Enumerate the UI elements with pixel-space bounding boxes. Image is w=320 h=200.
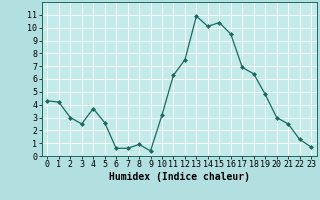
X-axis label: Humidex (Indice chaleur): Humidex (Indice chaleur) (109, 172, 250, 182)
